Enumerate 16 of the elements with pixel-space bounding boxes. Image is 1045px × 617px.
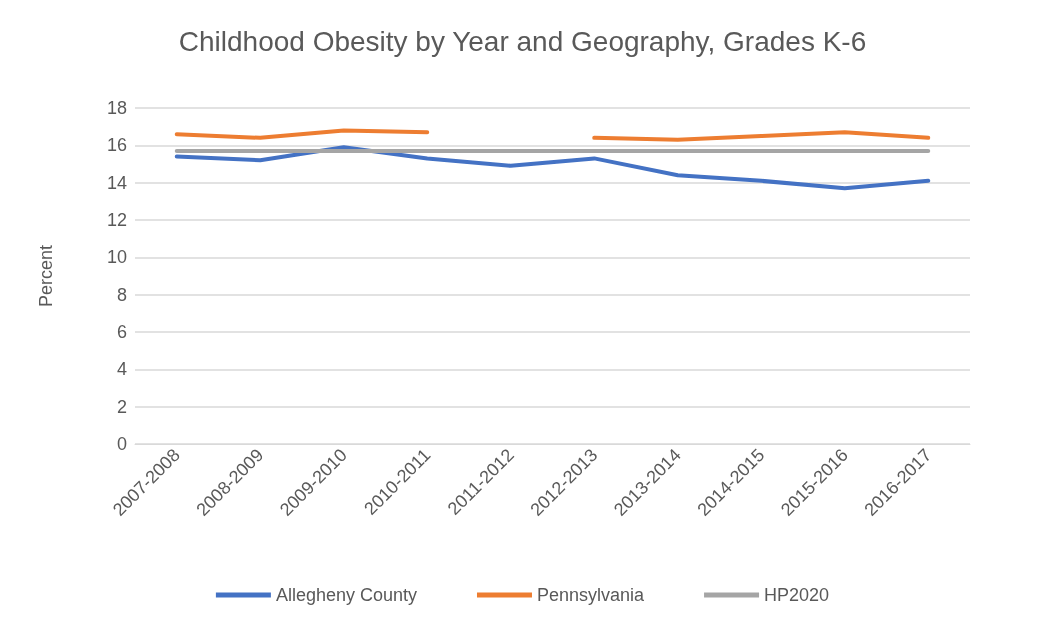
y-tick-label: 8 bbox=[116, 284, 127, 305]
legend-label: HP2020 bbox=[764, 585, 830, 605]
y-tick-label: 0 bbox=[116, 434, 127, 454]
chart-title: Childhood Obesity by Year and Geography, Grades K-6 bbox=[178, 25, 867, 57]
y-tick-label: 14 bbox=[106, 172, 127, 193]
line-series bbox=[174, 145, 931, 191]
y-tick-label: 16 bbox=[106, 135, 127, 156]
y-tick-label: 12 bbox=[106, 210, 127, 230]
y-tick-label: 6 bbox=[116, 322, 127, 342]
y-tick-label: 4 bbox=[116, 359, 127, 380]
legend-label: Pennsylvania bbox=[536, 585, 646, 605]
legend-label: Allegheny County bbox=[275, 585, 417, 605]
y-tick-label: 18 bbox=[106, 98, 127, 118]
y-tick-label: 10 bbox=[106, 247, 127, 268]
y-axis-title: Percent bbox=[36, 244, 56, 308]
y-tick-label: 2 bbox=[116, 396, 127, 417]
